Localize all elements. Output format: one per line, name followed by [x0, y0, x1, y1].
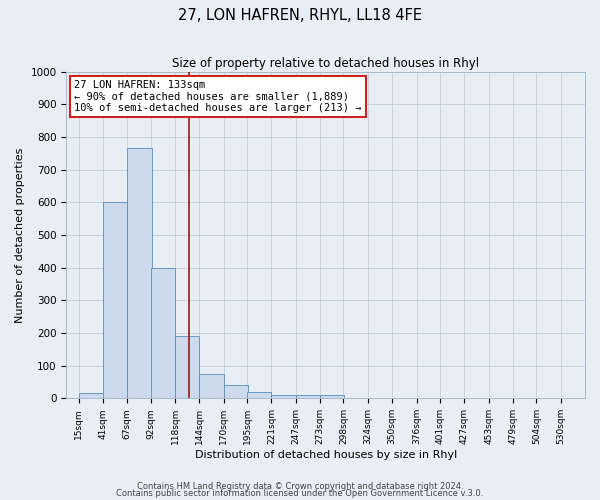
Bar — [79, 394, 103, 398]
Bar — [247, 392, 271, 398]
Bar — [175, 336, 199, 398]
Bar — [127, 148, 152, 398]
Bar — [296, 395, 320, 398]
Bar — [199, 374, 224, 398]
Bar — [271, 395, 296, 398]
Text: Contains HM Land Registry data © Crown copyright and database right 2024.: Contains HM Land Registry data © Crown c… — [137, 482, 463, 491]
Bar — [151, 268, 175, 398]
Title: Size of property relative to detached houses in Rhyl: Size of property relative to detached ho… — [172, 58, 479, 70]
Text: Contains public sector information licensed under the Open Government Licence v.: Contains public sector information licen… — [116, 490, 484, 498]
Bar — [224, 386, 248, 398]
Y-axis label: Number of detached properties: Number of detached properties — [15, 148, 25, 322]
Text: 27, LON HAFREN, RHYL, LL18 4FE: 27, LON HAFREN, RHYL, LL18 4FE — [178, 8, 422, 22]
Text: 27 LON HAFREN: 133sqm
← 90% of detached houses are smaller (1,889)
10% of semi-d: 27 LON HAFREN: 133sqm ← 90% of detached … — [74, 80, 362, 113]
Bar — [320, 395, 344, 398]
Bar — [103, 202, 127, 398]
X-axis label: Distribution of detached houses by size in Rhyl: Distribution of detached houses by size … — [194, 450, 457, 460]
